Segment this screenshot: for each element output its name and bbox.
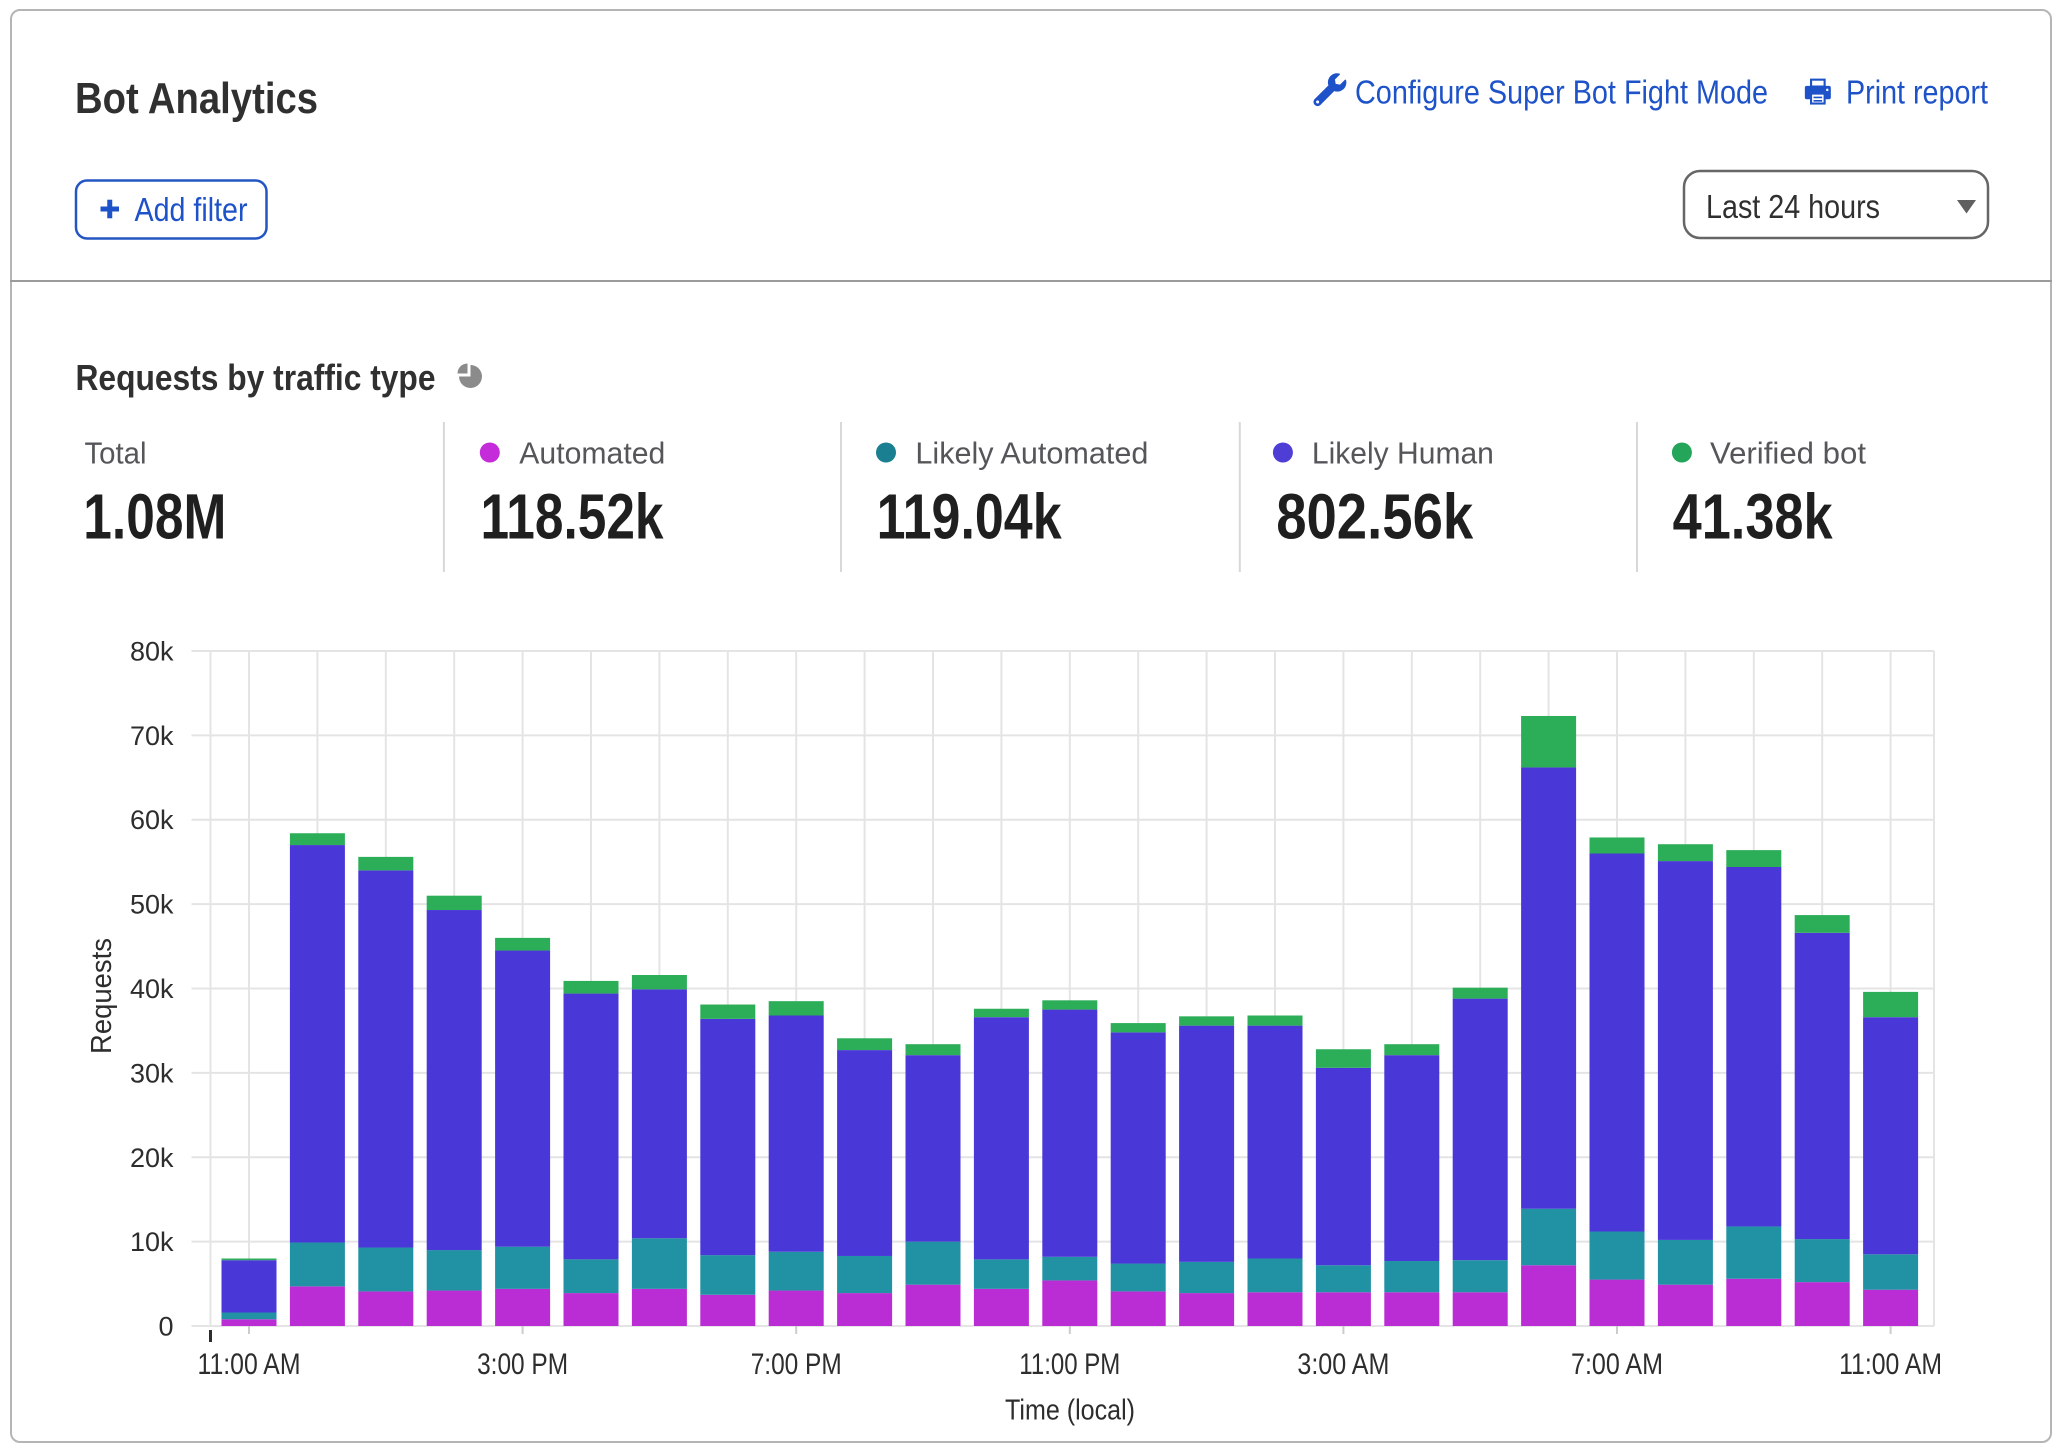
svg-text:60k: 60k (130, 805, 174, 835)
svg-text:10k: 10k (130, 1227, 174, 1257)
svg-text:Likely Human: Likely Human (1312, 436, 1494, 471)
svg-text:Configure Super Bot Fight Mode: Configure Super Bot Fight Mode (1355, 74, 1768, 111)
svg-text:11:00 PM: 11:00 PM (1019, 1348, 1120, 1381)
svg-text:Last 24 hours: Last 24 hours (1706, 188, 1880, 225)
svg-text:50k: 50k (130, 890, 174, 920)
svg-text:3:00 PM: 3:00 PM (477, 1348, 568, 1381)
svg-text:Time (local): Time (local) (1005, 1395, 1135, 1427)
svg-text:1.08M: 1.08M (83, 481, 226, 553)
svg-text:Requests: Requests (86, 938, 118, 1054)
svg-text:Add filter: Add filter (135, 191, 248, 228)
svg-text:20k: 20k (130, 1143, 174, 1173)
svg-text:80k: 80k (130, 637, 174, 667)
svg-text:Automated: Automated (519, 436, 665, 471)
svg-text:40k: 40k (130, 974, 174, 1004)
svg-text:7:00 AM: 7:00 AM (1571, 1348, 1663, 1381)
svg-text:119.04k: 119.04k (877, 481, 1062, 553)
svg-text:Verified bot: Verified bot (1710, 436, 1866, 471)
svg-text:11:00 AM: 11:00 AM (198, 1348, 301, 1381)
svg-text:3:00 AM: 3:00 AM (1297, 1348, 1389, 1381)
svg-text:Print report: Print report (1846, 74, 1988, 111)
svg-text:Bot Analytics: Bot Analytics (75, 74, 318, 123)
svg-text:Likely Automated: Likely Automated (915, 436, 1148, 471)
svg-text:802.56k: 802.56k (1276, 481, 1473, 553)
svg-text:70k: 70k (130, 721, 174, 751)
svg-text:30k: 30k (130, 1058, 174, 1088)
svg-text:0: 0 (158, 1312, 173, 1342)
svg-text:7:00 PM: 7:00 PM (751, 1348, 842, 1381)
svg-text:11:00 AM: 11:00 AM (1839, 1348, 1942, 1381)
svg-text:Requests by traffic type: Requests by traffic type (76, 357, 436, 398)
svg-text:Total: Total (85, 436, 147, 471)
svg-text:41.38k: 41.38k (1673, 481, 1833, 553)
svg-text:118.52k: 118.52k (481, 481, 664, 553)
